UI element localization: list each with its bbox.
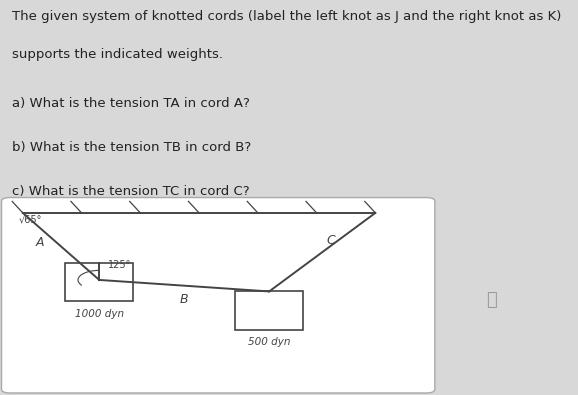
Text: 500 dyn: 500 dyn [248, 337, 290, 348]
Text: √65°: √65° [18, 214, 42, 224]
Text: c) What is the tension TC in cord C?: c) What is the tension TC in cord C? [12, 185, 249, 198]
Text: 125°: 125° [108, 260, 131, 271]
Text: B: B [180, 293, 188, 306]
Text: C: C [327, 235, 335, 248]
Text: b) What is the tension TB in cord B?: b) What is the tension TB in cord B? [12, 141, 251, 154]
Text: a) What is the tension TA in cord A?: a) What is the tension TA in cord A? [12, 97, 250, 110]
Text: The given system of knotted cords (label the left knot as J and the right knot a: The given system of knotted cords (label… [12, 10, 561, 23]
Bar [65, 263, 134, 301]
Text: 1000 dyn: 1000 dyn [75, 308, 124, 319]
Text: supports the indicated weights.: supports the indicated weights. [12, 48, 223, 61]
Text: ⎋: ⎋ [486, 291, 497, 309]
Text: A: A [35, 237, 44, 249]
Bar [235, 292, 303, 330]
FancyBboxPatch shape [2, 198, 435, 393]
